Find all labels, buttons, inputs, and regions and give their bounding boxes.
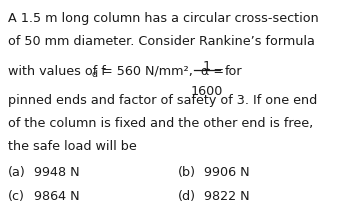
- Text: = 560 N/mm²,  α =: = 560 N/mm², α =: [98, 65, 224, 78]
- Text: 1: 1: [202, 60, 211, 73]
- Text: of the column is fixed and the other end is free,: of the column is fixed and the other end…: [8, 117, 313, 130]
- Text: for: for: [224, 65, 242, 78]
- Text: pinned ends and factor of safety of 3. If one end: pinned ends and factor of safety of 3. I…: [8, 94, 317, 107]
- Text: d: d: [91, 70, 97, 79]
- Text: 9906 N: 9906 N: [204, 166, 250, 179]
- Text: with values of f: with values of f: [8, 65, 106, 78]
- Text: 9822 N: 9822 N: [204, 190, 250, 203]
- Text: 9948 N: 9948 N: [34, 166, 80, 179]
- Text: 1600: 1600: [190, 85, 223, 98]
- Text: A 1.5 m long column has a circular cross-section: A 1.5 m long column has a circular cross…: [8, 12, 319, 25]
- Text: (b): (b): [178, 166, 196, 179]
- Text: the safe load will be: the safe load will be: [8, 140, 137, 153]
- Text: 9864 N: 9864 N: [34, 190, 80, 203]
- Text: (a): (a): [8, 166, 26, 179]
- Text: (d): (d): [178, 190, 196, 203]
- Text: of 50 mm diameter. Consider Rankine’s formula: of 50 mm diameter. Consider Rankine’s fo…: [8, 35, 315, 48]
- Text: (c): (c): [8, 190, 25, 203]
